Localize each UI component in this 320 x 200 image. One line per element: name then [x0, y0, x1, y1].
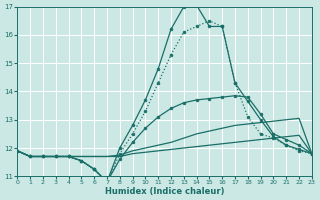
X-axis label: Humidex (Indice chaleur): Humidex (Indice chaleur) [105, 187, 224, 196]
